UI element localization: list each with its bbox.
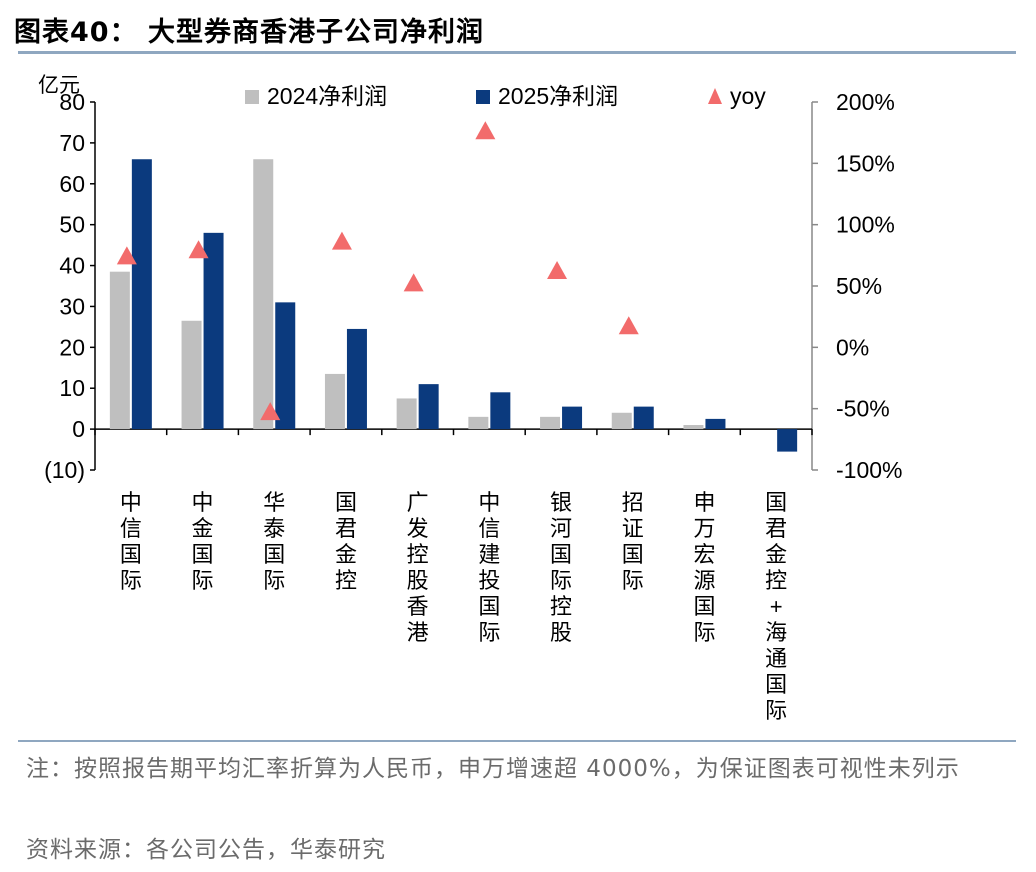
- bar-2025-7: [633, 406, 654, 430]
- bar-2025-8: [705, 418, 726, 430]
- source-note: 资料来源：各公司公告，华泰研究: [26, 837, 386, 863]
- footer-divider: [18, 740, 1016, 742]
- y-left-tick-label: 40: [59, 253, 85, 279]
- bar-2024-6: [540, 416, 561, 430]
- bar-2024-1: [181, 320, 202, 430]
- legend: 2024净利润 2025净利润 yoy: [245, 83, 766, 109]
- title-divider: [18, 51, 1016, 54]
- bar-2025-5: [490, 392, 511, 430]
- x-category-label-2: 华泰国际: [263, 490, 285, 593]
- yoy-marker-6: [547, 261, 568, 280]
- yoy-marker-1: [188, 240, 209, 259]
- x-category-label-9: 国君金控+海通国际: [765, 490, 787, 723]
- bar-2025-3: [346, 328, 367, 430]
- yoy-marker-7: [618, 316, 639, 335]
- y-right-tick-label: 100%: [836, 212, 895, 238]
- y-right-tick-label: 200%: [836, 89, 895, 115]
- yoy-marker-5: [475, 121, 496, 140]
- x-category-label-1: 中金国际: [192, 490, 214, 593]
- yoy-markers-layer: [116, 121, 639, 421]
- bar-2024-2: [253, 159, 274, 430]
- y-left-tick-label: 20: [59, 334, 85, 360]
- y-left-tick-label: 60: [59, 171, 85, 197]
- y-right-tick-label: -50%: [836, 396, 890, 422]
- legend-label-1: 2025净利润: [498, 83, 618, 109]
- x-category-label-5: 中信建投国际: [478, 490, 500, 645]
- y-right-tick-label: 0%: [836, 334, 869, 360]
- x-category-label-0: 中信国际: [120, 490, 142, 593]
- bar-2024-3: [324, 373, 345, 430]
- x-category-label-7: 招证国际: [622, 490, 644, 593]
- bar-2024-0: [109, 271, 130, 430]
- footnote: 注：按照报告期平均汇率折算为人民币，申万增速超 4000%，为保证图表可视性未列…: [26, 756, 960, 782]
- yoy-marker-3: [331, 231, 352, 250]
- bar-2025-2: [275, 302, 296, 430]
- legend-label-yoy: yoy: [730, 83, 766, 109]
- bar-2025-0: [131, 159, 152, 430]
- yoy-marker-0: [116, 246, 137, 265]
- x-category-label-3: 国君金控: [335, 490, 357, 593]
- legend-swatch-0: [245, 90, 259, 104]
- bar-2025-9: [777, 429, 798, 452]
- legend-swatch-1: [476, 90, 490, 104]
- bar-2024-7: [611, 412, 632, 430]
- y-left-tick-label: 10: [59, 375, 85, 401]
- y-left-tick-label: 70: [59, 130, 85, 156]
- bar-2024-4: [396, 398, 417, 430]
- yoy-marker-4: [403, 273, 424, 292]
- y-axis-unit-label: 亿元: [38, 74, 80, 97]
- x-category-label-8: 申万宏源国际: [693, 490, 715, 645]
- y-right-tick-label: 150%: [836, 150, 895, 176]
- y-right-tick-label: -100%: [836, 457, 902, 483]
- y-right-tick-label: 50%: [836, 273, 882, 299]
- x-category-label-6: 银河国际控股: [550, 490, 572, 645]
- yoy-marker-2: [260, 402, 281, 421]
- y-left-tick-label: (10): [44, 457, 85, 483]
- bar-2025-6: [562, 406, 583, 430]
- y-left-tick-label: 50: [59, 212, 85, 238]
- bar-2024-8: [683, 425, 704, 430]
- bars-layer: [109, 159, 798, 452]
- bar-2025-1: [203, 232, 224, 430]
- legend-label-0: 2024净利润: [267, 83, 387, 109]
- figure-title: 图表40： 大型券商香港子公司净利润: [14, 17, 484, 48]
- y-left-tick-label: 0: [72, 416, 85, 442]
- bar-2024-5: [468, 416, 489, 430]
- x-category-label-4: 广发控股香港: [407, 490, 429, 645]
- y-left-tick-label: 80: [59, 89, 85, 115]
- y-left-tick-label: 30: [59, 293, 85, 319]
- legend-swatch-yoy: [708, 88, 722, 104]
- bar-2025-4: [418, 384, 439, 430]
